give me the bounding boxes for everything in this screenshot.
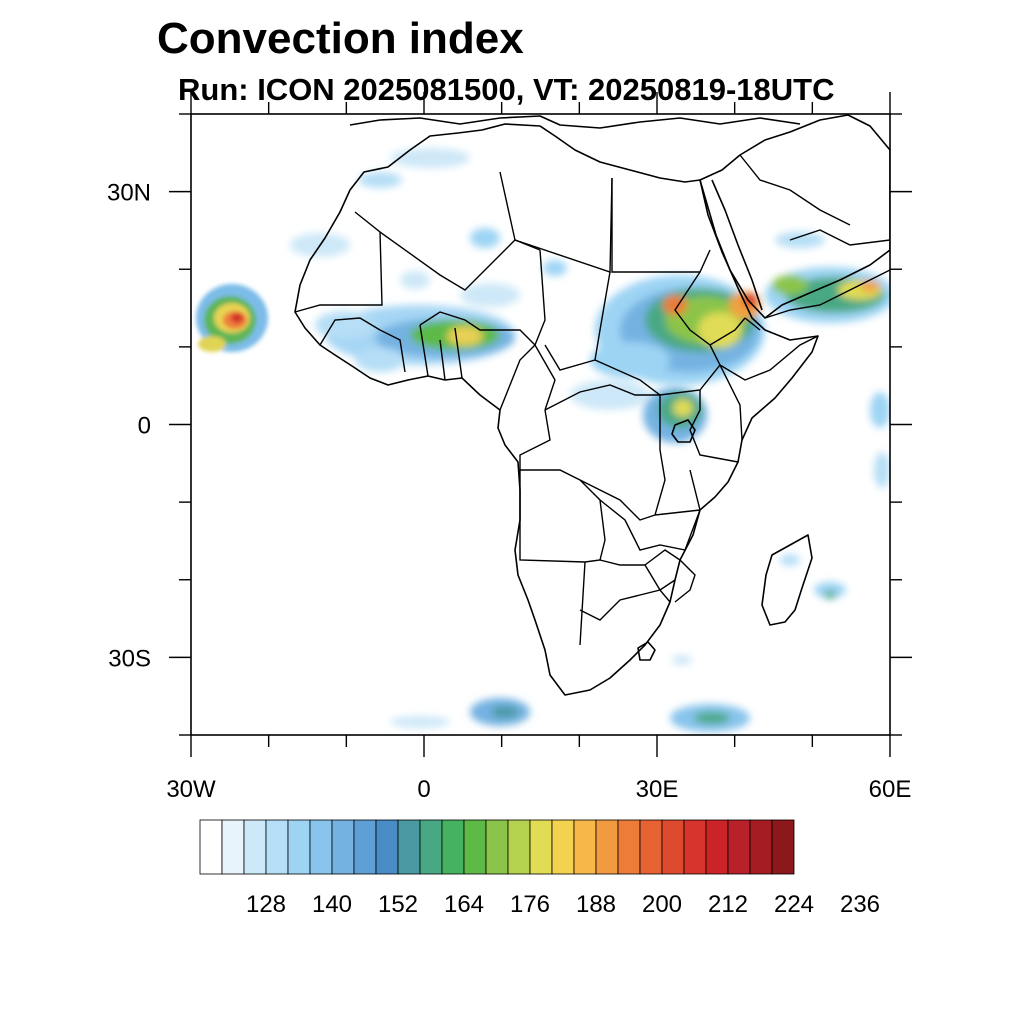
lat-tick-label: 30N bbox=[107, 180, 151, 207]
colorbar-swatch bbox=[639, 819, 663, 875]
colorbar-label: 128 bbox=[246, 891, 286, 918]
chart-subtitle: Run: ICON 2025081500, VT: 20250819-18UTC bbox=[178, 72, 835, 107]
mediterranean-north bbox=[349, 115, 801, 129]
border-cameroon bbox=[499, 343, 556, 411]
plot-background bbox=[191, 114, 890, 735]
lon-tick-label: 0 bbox=[417, 776, 430, 803]
border-zimbabwe-mozambique bbox=[644, 549, 696, 603]
colorbar-swatch bbox=[331, 819, 355, 875]
lake-victoria bbox=[671, 419, 696, 443]
colorbar-swatch bbox=[397, 819, 421, 875]
colorbar-swatch bbox=[419, 819, 443, 875]
border-arabia bbox=[739, 154, 890, 319]
convection-great-lakes bbox=[643, 387, 890, 488]
colorbar-swatch bbox=[463, 819, 487, 875]
border-west-africa-2 bbox=[419, 324, 463, 381]
colorbar-label: 176 bbox=[510, 891, 550, 918]
border-namibia-botswana bbox=[579, 559, 671, 646]
colorbar-label: 152 bbox=[378, 891, 418, 918]
madagascar bbox=[761, 534, 813, 626]
lon-tick-label: 30W bbox=[166, 776, 216, 803]
colorbar-swatch bbox=[749, 819, 773, 875]
chart-title: Convection index bbox=[157, 14, 524, 63]
colorbar-swatch bbox=[705, 819, 729, 875]
colorbar-label: 236 bbox=[840, 891, 880, 918]
colorbar-label: 212 bbox=[708, 891, 748, 918]
lat-tick-label: 30S bbox=[108, 645, 151, 672]
colorbar-swatch bbox=[771, 819, 795, 875]
colorbar-swatch bbox=[661, 819, 685, 875]
colorbar-swatch bbox=[683, 819, 707, 875]
convection-north-africa bbox=[290, 148, 825, 276]
colorbar-swatch bbox=[441, 819, 465, 875]
colorbar: 128 140 152 164 176 188 200 212 224 236 bbox=[199, 819, 880, 918]
border-car-south bbox=[544, 384, 660, 411]
axis-ticks: 30W 0 30E 60E 30N 0 30S bbox=[107, 92, 912, 803]
border-libya bbox=[499, 171, 613, 273]
colorbar-label: 188 bbox=[576, 891, 616, 918]
border-niger-chad bbox=[419, 249, 546, 347]
colorbar-swatch bbox=[485, 819, 509, 875]
country-borders bbox=[294, 154, 890, 646]
colorbar-swatch bbox=[309, 819, 333, 875]
colorbar-swatch bbox=[265, 819, 289, 875]
colorbar-swatch bbox=[353, 819, 377, 875]
lon-tick-label: 30E bbox=[636, 776, 679, 803]
border-zambia-tanzania bbox=[599, 469, 701, 551]
colorbar-swatch bbox=[375, 819, 399, 875]
border-drc bbox=[519, 395, 666, 521]
colorbar-swatch bbox=[199, 819, 223, 875]
colorbar-swatch bbox=[507, 819, 531, 875]
colorbar-label: 200 bbox=[642, 891, 682, 918]
border-west-africa-1 bbox=[319, 317, 406, 373]
convection-arabia bbox=[765, 267, 890, 323]
lat-tick-label: 0 bbox=[138, 413, 151, 440]
plot-area: 30W 0 30E 60E 30N 0 30S bbox=[107, 92, 912, 803]
lon-tick-label: 60E bbox=[869, 776, 912, 803]
arabian-peninsula bbox=[699, 114, 890, 319]
colorbar-swatch bbox=[221, 819, 245, 875]
colorbar-label: 164 bbox=[444, 891, 484, 918]
convection-cyclone-west bbox=[196, 284, 268, 352]
colorbar-label: 224 bbox=[774, 891, 814, 918]
colorbar-swatch bbox=[287, 819, 311, 875]
colorbar-swatch bbox=[595, 819, 619, 875]
border-egypt-sudan bbox=[611, 178, 711, 273]
colorbar-swatch bbox=[243, 819, 267, 875]
border-kenya-uganda bbox=[689, 364, 743, 463]
colorbar-swatch bbox=[727, 819, 751, 875]
border-ethiopia bbox=[709, 317, 819, 381]
red-sea-east-shore bbox=[711, 179, 763, 311]
colorbar-label: 140 bbox=[312, 891, 352, 918]
border-mauritania-mali bbox=[294, 211, 383, 313]
lesotho bbox=[637, 641, 656, 661]
colorbar-swatch bbox=[551, 819, 575, 875]
colorbar-swatch bbox=[573, 819, 597, 875]
colorbar-swatch bbox=[617, 819, 641, 875]
colorbar-swatch bbox=[529, 819, 553, 875]
convection-south bbox=[390, 554, 846, 732]
